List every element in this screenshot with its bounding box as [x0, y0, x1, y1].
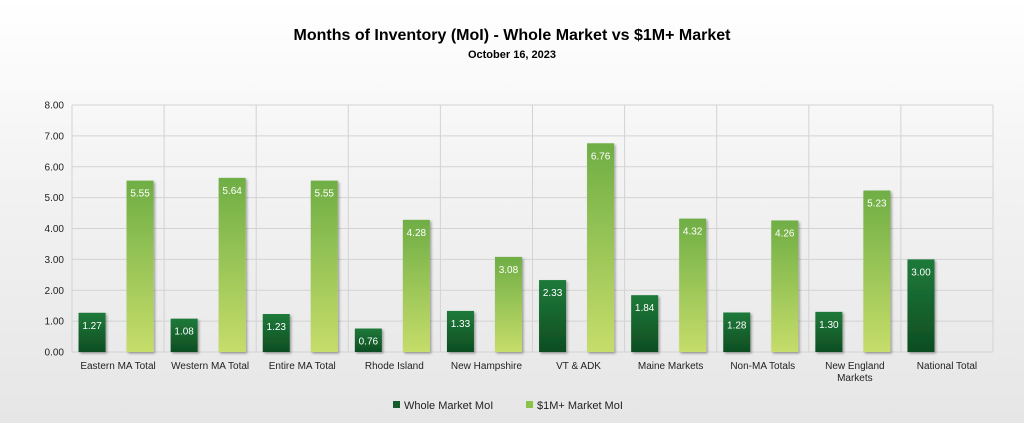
legend: Whole Market MoI $1M+ Market MoI: [393, 400, 623, 412]
bar-one-million-market: [218, 177, 246, 352]
y-axis-ticks: 0.00 1.00 2.00 3.00 4.00 5.00 6.00 7.00 8.00: [45, 101, 65, 359]
x-category-label: Maine Markets: [638, 361, 704, 372]
legend-label-one-million-market: $1M+ Market MoI: [537, 400, 623, 412]
gridlines: [71, 104, 994, 353]
x-category-label: Non-MA Totals: [730, 361, 795, 372]
x-category-label: Western MA Total: [171, 361, 249, 372]
data-label-whole-market: 1.33: [451, 319, 471, 330]
data-label-whole-market: 1.84: [635, 303, 655, 314]
bars: 1.27 5.55 1.08 5.64 1.23 5.55 0.76 4.28 1.33 3.08…: [78, 143, 935, 352]
data-label-one-million-market: 5.55: [315, 189, 335, 200]
bar-whole-market: [539, 280, 567, 352]
bar-one-million-market: [402, 219, 430, 352]
y-tick-label: 7.00: [45, 131, 65, 142]
data-label-whole-market: 0.76: [359, 337, 379, 348]
data-label-whole-market: 1.30: [819, 320, 839, 331]
x-category-label: New England Markets: [825, 361, 884, 384]
data-label-one-million-market: 4.32: [683, 227, 703, 238]
y-tick-label: 2.00: [45, 286, 65, 297]
data-label-whole-market: 1.27: [82, 321, 102, 332]
legend-swatch-one-million-market: [526, 401, 533, 408]
y-tick-label: 1.00: [45, 317, 65, 328]
bar-one-million-market: [126, 180, 154, 352]
legend-label-whole-market: Whole Market MoI: [404, 400, 493, 412]
bar-whole-market: [815, 311, 843, 352]
data-label-one-million-market: 6.76: [591, 151, 611, 162]
x-axis-categories: Eastern MA Total Western MA Total Entire M…: [80, 361, 977, 384]
x-category-label: Eastern MA Total: [80, 361, 155, 372]
data-label-whole-market: 1.08: [174, 327, 194, 338]
legend-swatch-whole-market: [393, 401, 400, 408]
data-label-one-million-market: 3.08: [499, 265, 519, 276]
bar-whole-market: [262, 314, 290, 352]
x-category-label: Entire MA Total: [269, 361, 336, 372]
y-tick-label: 5.00: [45, 193, 65, 204]
data-label-one-million-market: 5.64: [222, 186, 242, 197]
bar-whole-market: [631, 295, 659, 352]
x-category-label: New Hampshire: [451, 361, 523, 372]
data-label-one-million-market: 5.55: [130, 189, 150, 200]
bar-whole-market: [78, 312, 106, 352]
data-label-whole-market: 3.00: [911, 267, 931, 278]
bar-one-million-market: [587, 143, 615, 352]
bar-whole-market: [170, 318, 198, 352]
y-tick-label: 3.00: [45, 255, 65, 266]
bar-whole-market: [446, 310, 474, 352]
bar-whole-market: [354, 328, 382, 352]
x-category-label: National Total: [917, 361, 977, 372]
chart-subtitle: October 16, 2023: [468, 49, 556, 61]
bar-one-million-market: [771, 220, 799, 352]
y-tick-label: 6.00: [45, 162, 65, 173]
data-label-one-million-market: 5.23: [867, 199, 887, 210]
bar-whole-market: [907, 259, 935, 352]
data-label-whole-market: 1.28: [727, 320, 747, 331]
x-category-label: Rhode Island: [365, 361, 424, 372]
y-tick-label: 8.00: [45, 101, 65, 112]
bar-one-million-market: [863, 190, 891, 352]
data-label-one-million-market: 4.26: [775, 228, 795, 239]
bar-one-million-market: [310, 180, 338, 352]
chart-title: Months of Inventory (MoI) - Whole Market…: [294, 27, 732, 44]
bar-one-million-market: [494, 256, 522, 352]
data-label-whole-market: 2.33: [543, 288, 563, 299]
y-tick-label: 4.00: [45, 224, 65, 235]
bar-whole-market: [723, 312, 751, 352]
x-category-label: VT & ADK: [556, 361, 601, 372]
data-label-whole-market: 1.23: [267, 322, 287, 333]
data-label-one-million-market: 4.28: [407, 228, 427, 239]
bar-one-million-market: [679, 218, 707, 352]
y-tick-label: 0.00: [45, 348, 65, 359]
